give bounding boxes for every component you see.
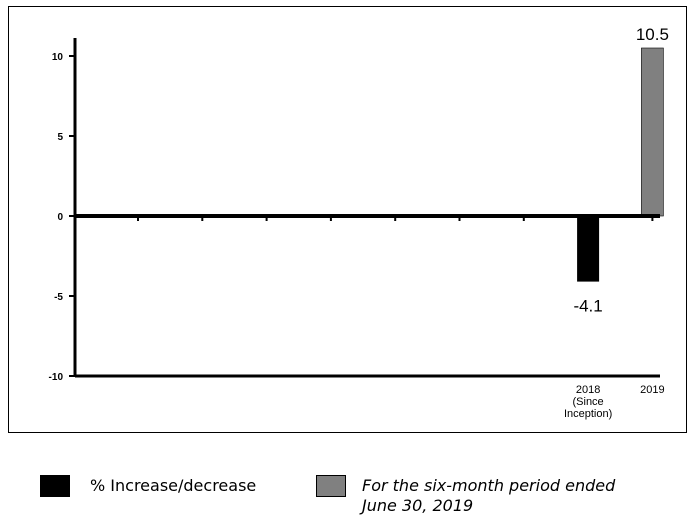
x-tick-label: 2019 [640, 384, 664, 396]
y-tick-label: 10 [52, 52, 64, 63]
bar [577, 216, 600, 282]
x-tick-label: 2018 (Since Inception) [564, 384, 612, 420]
legend-label-six-month-period: For the six-month period ended June 30, … [362, 476, 616, 515]
data-label: -4.1 [573, 297, 602, 316]
legend-swatch-increase-decrease [40, 475, 70, 497]
y-tick-label: -10 [49, 372, 64, 383]
chart-frame [8, 6, 687, 433]
bar-chart: 10 5 0 -5 -10 -4.1 10.5 2018 (Since Inception) 201… [49, 25, 669, 420]
bar [641, 47, 664, 217]
y-tick-label: 5 [57, 132, 63, 143]
legend-swatch-six-month-period [316, 475, 346, 497]
y-tick-label: -5 [54, 292, 63, 303]
chart-legend: % Increase/decrease For the six-month pe… [0, 470, 689, 518]
data-label: 10.5 [636, 25, 669, 44]
y-tick-label: 0 [57, 212, 63, 223]
legend-label-increase-decrease: % Increase/decrease [90, 476, 257, 495]
